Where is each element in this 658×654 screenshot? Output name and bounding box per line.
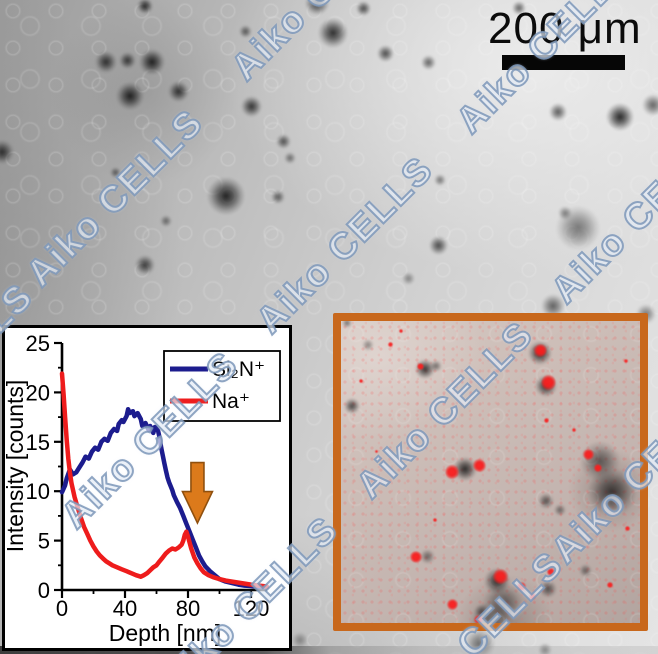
dark-particle-spot: [355, 0, 371, 16]
dark-particle-spot: [137, 0, 153, 14]
x-tick-label: 40: [113, 596, 137, 621]
y-tick-label: 20: [26, 380, 50, 405]
dark-particle-spot: [376, 44, 394, 62]
dark-particle-spot: [538, 643, 552, 654]
sodium-signal-spot: [486, 624, 498, 631]
sodium-signal-spot: [624, 525, 630, 531]
y-tick-label: 5: [38, 529, 50, 554]
x-tick-label: 120: [233, 596, 270, 621]
dark-particle-spot: [465, 629, 495, 654]
scale-bar-label: 200 μm: [488, 4, 642, 53]
dark-particle-spot: [549, 103, 567, 121]
sodium-signal-spot: [537, 371, 559, 393]
sodium-signal-spot: [398, 328, 404, 334]
sodium-signal-spot: [527, 591, 537, 601]
dark-particle-spot: [284, 152, 296, 164]
dark-particle-spot: [167, 80, 189, 102]
x-axis-title: Depth [nm]: [109, 620, 222, 646]
sodium-signal-spot: [442, 462, 462, 482]
y-axis-title: Intensity [counts]: [5, 380, 28, 553]
dark-particle-spot: [207, 177, 245, 215]
dark-particle-spot: [556, 206, 600, 250]
sodium-signal-spot: [471, 457, 487, 473]
dark-particle-spot: [420, 54, 436, 70]
dark-particle-spot: [109, 166, 121, 178]
sodium-signal-spot: [593, 463, 603, 473]
sodium-signal-spot: [373, 448, 379, 454]
sodium-signal-spot: [605, 580, 615, 590]
legend-box: [163, 350, 281, 422]
sodium-signal-spot: [358, 378, 364, 384]
dark-particle-spot: [135, 255, 155, 275]
series-Na+: [59, 371, 270, 589]
dark-particle-spot: [434, 174, 446, 186]
sodium-signal-spot: [407, 548, 425, 566]
annotation-arrow-icon: [181, 461, 214, 525]
sodium-signal-spot: [580, 446, 596, 462]
dark-particle-spot: [642, 94, 658, 116]
depth-profile-chart: 0 40 80 120 0 5 10 15 20 25 Depth [nm] Intensity [c…: [5, 331, 281, 646]
y-tick-label: 10: [26, 479, 50, 504]
sodium-signal-spot: [571, 427, 577, 433]
sodium-signal-spot: [533, 343, 547, 357]
sodium-signal-spot: [416, 362, 424, 370]
dark-particle-spot: [0, 140, 14, 164]
sodium-signal-spot: [545, 566, 557, 578]
dark-particle-spot: [240, 95, 262, 117]
dark-particle-spot: [271, 190, 285, 204]
depth-profile-inset: 0 40 80 120 0 5 10 15 20 25 Depth [nm] Intensity [c…: [2, 325, 292, 651]
sodium-signal-spot: [490, 566, 510, 586]
scale-bar: 200 μm: [488, 6, 642, 70]
dark-particle-spot: [428, 235, 448, 255]
overlay-sodium-signal-layer: [341, 321, 640, 623]
sodium-signal-spot: [432, 517, 438, 523]
sodium-signal-spot: [472, 613, 484, 623]
scale-bar-line: [502, 55, 625, 70]
y-tick-label: 25: [26, 331, 50, 356]
dark-particle-spot: [160, 215, 172, 227]
sodium-signal-spot: [542, 416, 550, 424]
dark-particle-spot: [606, 103, 634, 131]
dark-particle-spot: [305, 0, 329, 15]
y-tick-label: 15: [26, 430, 50, 455]
dark-particle-spot: [116, 82, 144, 110]
dark-particle-spot: [238, 24, 252, 38]
sodium-signal-spot: [514, 579, 528, 593]
sodium-signal-spot: [386, 340, 394, 348]
dark-particle-spot: [139, 49, 165, 75]
dark-particle-spot: [318, 18, 348, 48]
x-tick-label: 0: [56, 596, 68, 621]
sims-overlay-inset: [333, 313, 648, 631]
series-Si2N+: [59, 406, 270, 590]
x-tick-label: 80: [176, 596, 200, 621]
dark-particle-spot: [558, 206, 572, 220]
dark-particle-spot: [292, 632, 308, 648]
sodium-signal-spot: [444, 596, 460, 612]
legend-label-Na+: Na⁺: [212, 390, 250, 413]
legend-label-Si2N+: Si₂N⁺: [212, 358, 265, 381]
dark-particle-spot: [118, 51, 136, 69]
dark-particle-spot: [401, 271, 415, 285]
dark-particle-spot: [275, 133, 291, 149]
dark-particle-spot: [95, 51, 117, 73]
sodium-signal-spot: [623, 358, 629, 364]
y-tick-label: 0: [38, 578, 50, 603]
